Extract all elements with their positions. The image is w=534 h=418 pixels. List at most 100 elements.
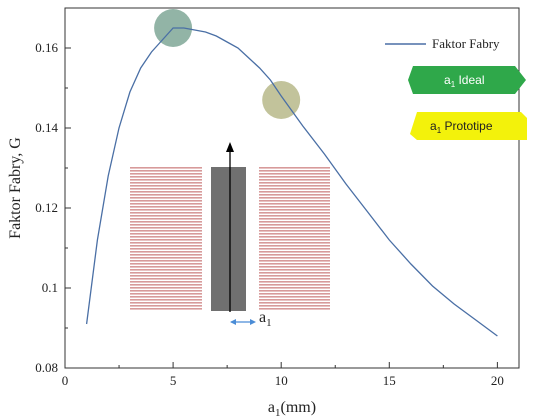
inset-stripes xyxy=(130,167,330,310)
inset-stripe-right xyxy=(259,251,330,253)
y-axis-ticks: 0.08 0.1 0.12 0.14 0.16 xyxy=(35,7,71,375)
inset-stripe-left xyxy=(130,251,202,253)
inset-stripe-right xyxy=(259,269,330,271)
x-axis-title-unit: (mm) xyxy=(281,399,317,416)
inset-stripe-right xyxy=(259,245,330,247)
inset-stripe-right xyxy=(259,290,330,292)
x-tick-label: 15 xyxy=(383,373,396,388)
x-axis-title: a1(mm) xyxy=(268,399,316,418)
inset-stripe-left xyxy=(130,260,202,262)
inset-stripe-left xyxy=(130,167,202,169)
inset-stripe-left xyxy=(130,305,202,307)
inset-stripe-left xyxy=(130,284,202,286)
prototipe-badge-main: a xyxy=(430,119,437,133)
y-tick-label: 0.14 xyxy=(35,120,58,135)
inset-stripe-left xyxy=(130,308,202,310)
inset-stripe-left xyxy=(130,188,202,190)
inset-stripe-right xyxy=(259,215,330,217)
inset-stripe-right xyxy=(259,302,330,304)
inset-stripe-left xyxy=(130,203,202,205)
inset-stripe-left xyxy=(130,191,202,193)
prototipe-badge: a1 Prototipe xyxy=(410,112,527,140)
y-axis-title: Faktor Fabry, G xyxy=(7,137,24,239)
inset-stripe-left xyxy=(130,176,202,178)
inset-stripe-left xyxy=(130,266,202,268)
inset-stripe-right xyxy=(259,209,330,211)
inset-stripe-right xyxy=(259,179,330,181)
legend-label: Faktor Fabry xyxy=(432,36,500,51)
inset-stripe-right xyxy=(259,191,330,193)
inset-stripe-right xyxy=(259,230,330,232)
inset-stripe-right xyxy=(259,224,330,226)
ideal-badge-sub: 1 xyxy=(451,80,456,89)
inset-stripe-right xyxy=(259,236,330,238)
inset-stripe-right xyxy=(259,266,330,268)
inset-diagram xyxy=(130,142,330,325)
y-tick-label: 0.08 xyxy=(35,360,58,375)
inset-stripe-right xyxy=(259,299,330,301)
inset-stripe-left xyxy=(130,215,202,217)
inset-stripe-right xyxy=(259,254,330,256)
highlight-circle xyxy=(262,81,301,119)
inset-stripe-left xyxy=(130,290,202,292)
inset-stripe-left xyxy=(130,200,202,202)
inset-stripe-left xyxy=(130,296,202,298)
inset-stripe-right xyxy=(259,287,330,289)
inset-stripe-left xyxy=(130,218,202,220)
inset-stripe-left xyxy=(130,275,202,277)
inset-stripe-right xyxy=(259,194,330,196)
inset-stripe-left xyxy=(130,197,202,199)
inset-stripe-right xyxy=(259,218,330,220)
plot-frame xyxy=(64,7,520,369)
inset-stripe-right xyxy=(259,197,330,199)
inset-stripe-left xyxy=(130,263,202,265)
inset-stripe-left xyxy=(130,173,202,175)
inset-stripe-right xyxy=(259,200,330,202)
x-axis-title-main: a xyxy=(268,399,275,416)
prototipe-badge-sub: 1 xyxy=(437,126,442,135)
inset-stripe-right xyxy=(259,281,330,283)
inset-label-main: a xyxy=(259,309,266,326)
ideal-badge-shape xyxy=(408,66,526,94)
ideal-badge-main: a xyxy=(444,73,451,87)
inset-stripe-right xyxy=(259,176,330,178)
y-tick-label: 0.1 xyxy=(42,280,58,295)
axes xyxy=(64,7,520,369)
inset-stripe-left xyxy=(130,206,202,208)
inset-stripe-left xyxy=(130,245,202,247)
inset-stripe-left xyxy=(130,239,202,241)
inset-stripe-left xyxy=(130,236,202,238)
inset-stripe-left xyxy=(130,254,202,256)
inset-stripe-left xyxy=(130,185,202,187)
inset-stripe-right xyxy=(259,212,330,214)
inset-stripe-left xyxy=(130,281,202,283)
inset-stripe-right xyxy=(259,272,330,274)
inset-stripe-left xyxy=(130,182,202,184)
inset-stripe-right xyxy=(259,305,330,307)
inset-stripe-left xyxy=(130,194,202,196)
inset-stripe-right xyxy=(259,206,330,208)
inset-stripe-left xyxy=(130,212,202,214)
series-layer xyxy=(85,27,498,337)
inset-stripe-left xyxy=(130,287,202,289)
inset-stripe-left xyxy=(130,299,202,301)
x-tick-label: 10 xyxy=(275,373,288,388)
inset-stripe-right xyxy=(259,167,330,169)
inset-stripe-right xyxy=(259,170,330,172)
inset-stripe-right xyxy=(259,242,330,244)
inset-stripe-left xyxy=(130,170,202,172)
inset-a1-label: a1 xyxy=(259,309,272,329)
inset-stripe-left xyxy=(130,227,202,229)
inset-stripe-right xyxy=(259,293,330,295)
x-tick-label: 0 xyxy=(62,373,69,388)
ideal-badge-text: Ideal xyxy=(455,73,484,87)
highlight-markers xyxy=(154,9,301,119)
inset-stripe-right xyxy=(259,203,330,205)
inset-stripe-right xyxy=(259,188,330,190)
x-tick-label: 20 xyxy=(491,373,504,388)
inset-stripe-left xyxy=(130,224,202,226)
x-axis-title-sub: 1 xyxy=(275,407,281,418)
inset-stripe-right xyxy=(259,173,330,175)
x-tick-label: 5 xyxy=(170,373,177,388)
